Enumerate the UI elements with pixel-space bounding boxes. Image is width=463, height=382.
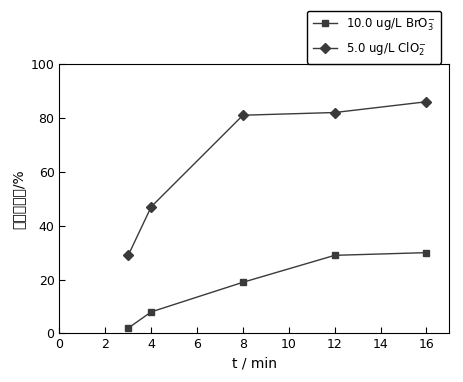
X-axis label: t / min: t / min: [232, 357, 276, 371]
Y-axis label: 荧光变化率/%: 荧光变化率/%: [11, 169, 25, 228]
Legend: 10.0 ug/L BrO$_3^{-}$, 5.0 ug/L ClO$_2^{-}$: 10.0 ug/L BrO$_3^{-}$, 5.0 ug/L ClO$_2^{…: [307, 11, 440, 63]
